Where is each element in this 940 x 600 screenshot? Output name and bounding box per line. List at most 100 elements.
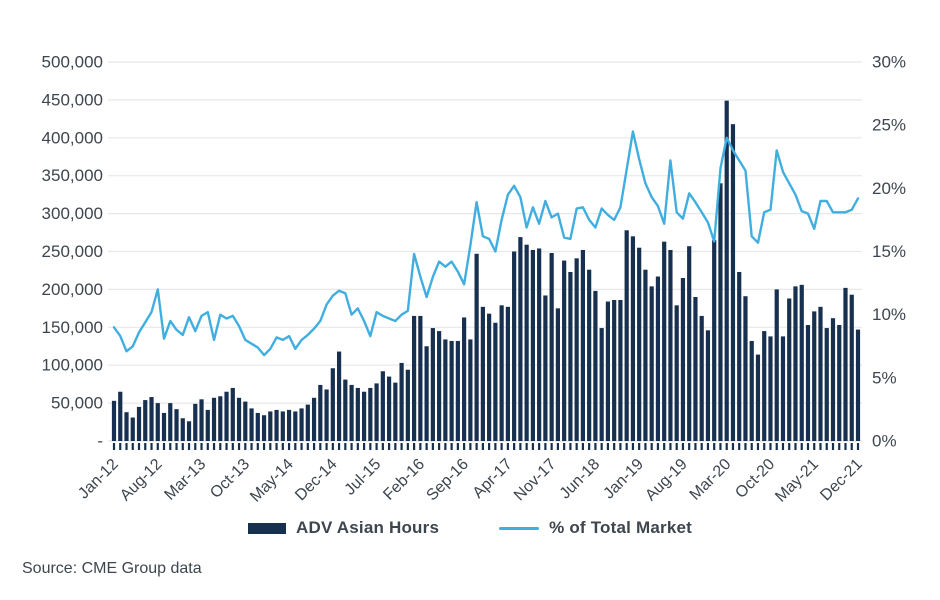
bar-Nov-12 [174,409,179,441]
bar-Mar-15 [349,384,354,441]
bar-Feb-20 [718,183,723,441]
x-tick-label-Jun-18: Jun-18 [557,456,604,503]
x-tick [419,443,422,450]
x-tick [588,443,591,450]
x-tick [775,443,778,450]
bar-May-19 [662,241,667,441]
y-right-tick-label: 10% [872,305,906,324]
bar-Mar-19 [649,286,654,441]
bar-Apr-15 [355,387,360,441]
x-tick [494,443,497,450]
bar-Nov-18 [624,230,629,441]
x-tick [719,443,722,450]
y-left-tick-label: 250,000 [42,242,103,261]
bar-series [111,100,861,442]
bar-Apr-21 [805,325,811,441]
bar-Dec-19 [705,330,711,441]
x-tick [369,443,372,450]
bar-Jul-15 [374,383,379,441]
bar-series-swatch [247,522,286,534]
bar-Jun-12 [143,400,148,441]
x-tick [269,443,272,450]
x-tick [831,443,835,450]
x-tick [563,443,566,450]
x-tick-label-Jan-12: Jan-12 [75,456,122,503]
x-tick [669,443,672,450]
bar-Aug-12 [155,403,160,441]
x-tick [844,443,847,450]
x-tick [194,443,197,450]
bar-Oct-15 [393,382,398,441]
x-tick [300,443,303,450]
x-tick [475,443,478,450]
x-tick [450,443,453,450]
x-tick [425,443,428,450]
bar-Oct-14 [318,384,323,441]
x-tick [181,443,184,450]
x-tick [575,443,578,450]
bar-Mar-18 [574,258,579,441]
bar-Mar-12 [124,412,129,441]
x-tick-label-Mar-20: Mar-20 [687,456,735,504]
x-tick [319,443,322,450]
bar-Jun-14 [293,411,298,441]
bar-Mar-13 [199,399,204,441]
bar-Apr-19 [655,276,661,441]
x-tick [231,443,234,450]
y-right-tick-label: 0% [872,432,897,451]
bar-Jun-15 [368,387,373,441]
x-tick [500,443,503,450]
bar-Nov-17 [549,253,554,441]
x-tick-label-Oct-13: Oct-13 [207,456,253,502]
x-tick [294,443,297,450]
x-tick [794,443,797,450]
x-tick-label-Aug-19: Aug-19 [642,456,691,505]
x-tick [625,443,628,450]
bar-Sep-14 [311,397,317,441]
x-tick [306,443,309,450]
y-left-tick-label: 100,000 [42,356,103,375]
bar-Sep-16 [462,317,467,441]
x-tick [681,443,685,450]
bar-Feb-16 [418,315,423,441]
bar-Jan-12 [111,400,117,441]
x-tick [150,443,153,450]
bar-Apr-16 [430,328,435,441]
bar-Jul-16 [449,340,454,441]
gridlines: - 50,000 100,000 150,000 200,000 250,000 300,0… [42,53,906,451]
bar-Dec-12 [180,418,185,441]
x-tick-label-Sep-16: Sep-16 [423,456,472,505]
x-tick [244,443,247,450]
x-axis-ticks [112,443,860,450]
bar-Jun-17 [518,237,523,441]
y-right-tick-label: 15% [872,242,906,261]
bar-Oct-18 [618,300,623,441]
x-tick [381,443,384,450]
x-tick [638,443,641,450]
y-right-tick-label: 5% [872,368,897,387]
x-tick [756,443,760,450]
x-tick [331,443,334,450]
x-tick [700,443,703,450]
x-tick [644,443,647,450]
bar-Apr-13 [205,409,210,441]
x-tick [413,443,416,450]
y-right-tick-label: 30% [872,53,906,72]
bar-Dec-13 [255,412,260,441]
bar-Mar-21 [799,284,804,441]
bar-Feb-18 [568,271,573,441]
x-tick-label-Aug-12: Aug-12 [117,456,166,505]
x-tick [556,443,559,450]
x-tick [744,443,747,450]
x-tick [237,443,241,450]
x-tick-label-May-21: May-21 [772,456,822,506]
y-left-tick-label: 500,000 [42,53,103,72]
x-tick [838,443,841,450]
x-tick [525,443,528,450]
x-tick [281,443,284,450]
bar-Dec-18 [630,236,636,441]
legend-item-total-market: % of Total Market [499,518,692,538]
market-share-line [112,130,860,357]
bar-Mar-17 [499,305,504,441]
